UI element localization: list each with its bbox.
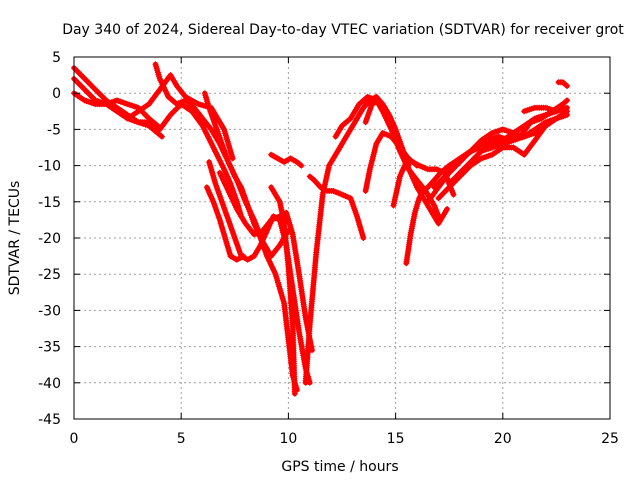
y-tick-label: -10 — [38, 159, 61, 175]
y-tick-label: 0 — [52, 86, 61, 102]
grid — [74, 57, 610, 419]
series-markers — [362, 130, 420, 194]
y-tick-label: 5 — [52, 50, 61, 66]
series-6 — [201, 90, 300, 393]
series-24 — [555, 79, 571, 89]
x-tick-label: 5 — [177, 431, 186, 447]
x-axis-label: GPS time / hours — [281, 459, 398, 475]
series-3 — [71, 90, 165, 140]
x-tick-label: 10 — [279, 431, 297, 447]
x-tick-label: 25 — [601, 431, 619, 447]
series-markers — [203, 184, 247, 263]
y-tick-label: -20 — [38, 231, 61, 247]
y-tick-label: -40 — [38, 376, 61, 392]
series-markers — [446, 111, 571, 187]
data-marks — [71, 61, 571, 397]
series-markers — [268, 151, 305, 169]
series-10 — [268, 151, 305, 169]
y-tick-label: -15 — [38, 195, 61, 211]
y-axis-label: SDTVAR / TECUs — [7, 181, 23, 296]
y-tick-label: -45 — [38, 412, 61, 428]
axis-ticks: 0 5 10 15 20 25 5 0 -5 -10 -15 -20 -25 -30 -35 -40 -45 — [38, 50, 619, 447]
series-12 — [306, 173, 367, 241]
chart-title: Day 340 of 2024, Sidereal Day-to-day VTE… — [62, 22, 624, 38]
y-tick-label: -5 — [47, 122, 61, 138]
series-markers — [201, 90, 300, 393]
series-11 — [268, 184, 298, 397]
series-markers — [521, 104, 566, 115]
series-markers — [268, 184, 298, 397]
x-tick-label: 20 — [494, 431, 512, 447]
y-tick-label: -30 — [38, 303, 61, 319]
series-21 — [435, 115, 560, 202]
series-5 — [124, 72, 236, 162]
y-tick-label: -25 — [38, 267, 61, 283]
series-16 — [362, 130, 420, 194]
series-markers — [555, 79, 571, 89]
y-tick-label: -35 — [38, 340, 61, 356]
series-23 — [521, 104, 566, 115]
x-tick-label: 0 — [70, 431, 79, 447]
series-8 — [203, 184, 247, 263]
series-22 — [446, 111, 571, 187]
x-tick-label: 15 — [387, 431, 405, 447]
